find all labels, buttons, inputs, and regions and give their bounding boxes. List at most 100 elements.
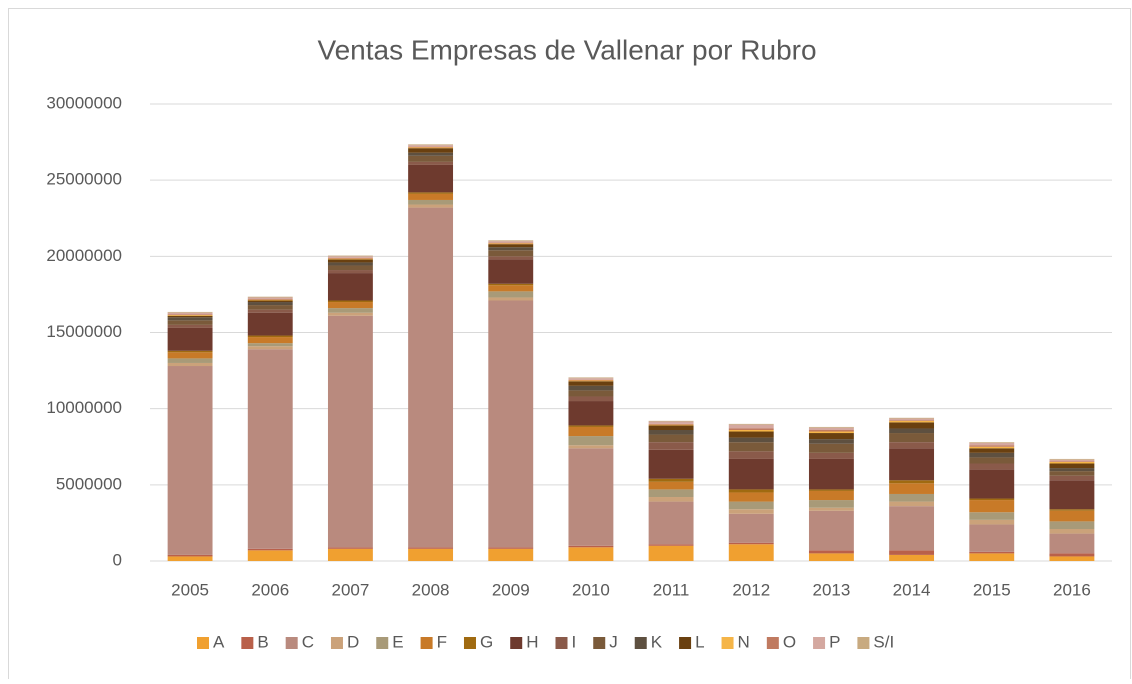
bar-segment <box>969 524 1015 552</box>
bar-segment <box>1049 458 1095 460</box>
bar-segment <box>889 442 935 449</box>
legend-swatch <box>593 637 606 649</box>
bar-segment <box>969 498 1015 501</box>
bar-segment <box>568 445 614 449</box>
bar-segment <box>568 390 614 397</box>
x-tick-label: 2006 <box>251 580 289 599</box>
bar-segment <box>648 497 694 502</box>
bar-segment <box>247 297 293 299</box>
bar-segment <box>728 451 774 459</box>
legend-swatch <box>813 637 826 649</box>
bar-segment <box>488 283 534 286</box>
legend-swatch <box>376 637 389 649</box>
bar-segment <box>167 312 213 315</box>
bar-segment <box>568 425 614 427</box>
bar-segment <box>488 300 534 548</box>
bar-segment <box>247 309 293 313</box>
bar-segment <box>568 426 614 437</box>
bar-segment <box>327 257 373 259</box>
bar-segment <box>648 481 694 490</box>
y-tick-label: 10000000 <box>46 398 122 417</box>
bar-segment <box>889 433 935 443</box>
bar-segment <box>889 550 935 555</box>
bar-segment <box>969 452 1015 458</box>
bar-segment <box>408 147 454 149</box>
bar-segment <box>889 420 935 423</box>
bar-segment <box>247 296 293 298</box>
bar-segment <box>167 317 213 321</box>
bar-segment <box>568 545 614 548</box>
bar-segment <box>1049 463 1095 469</box>
bar-segment <box>167 358 213 363</box>
bar-segment <box>648 442 694 450</box>
bar-segment <box>568 448 614 546</box>
bar-segment <box>408 548 454 561</box>
bar-segment <box>1049 461 1095 464</box>
legend-label: H <box>526 632 538 651</box>
bar-segment <box>969 469 1015 499</box>
bar-segment <box>167 350 213 353</box>
bar-segment <box>167 366 213 555</box>
legend-label: I <box>572 632 577 651</box>
bar-segment <box>648 429 694 435</box>
bar-segment <box>1049 533 1095 554</box>
bar-segment <box>568 380 614 382</box>
legend-label: J <box>609 632 618 651</box>
x-tick-label: 2009 <box>492 580 530 599</box>
bar-segment <box>728 513 774 543</box>
bar-segment <box>488 244 534 248</box>
bar-segment <box>889 493 935 502</box>
bar-segment <box>408 204 454 208</box>
bar-segment <box>1049 556 1095 561</box>
bar-segment <box>247 299 293 301</box>
x-tick-label: 2007 <box>332 580 370 599</box>
bar-segment <box>568 436 614 446</box>
bar-segment <box>969 445 1015 447</box>
bar-segment <box>327 302 373 309</box>
bar-segment <box>488 242 534 244</box>
legend-label: S/I <box>873 632 894 651</box>
bar-segment <box>889 554 935 561</box>
bar-segment <box>808 427 854 430</box>
bar-segment <box>969 553 1015 561</box>
legend-swatch <box>463 637 476 649</box>
bar-segment <box>728 542 774 545</box>
bar-segment <box>1049 480 1095 510</box>
bar-segment <box>728 428 774 430</box>
bar-segment <box>808 553 854 561</box>
bar-segment <box>408 192 454 194</box>
bar-segment <box>969 448 1015 453</box>
legend-swatch <box>857 637 870 649</box>
bar-segment <box>408 547 454 549</box>
bar-segment <box>327 258 373 260</box>
bar-segment <box>969 463 1015 470</box>
bar-segment <box>247 335 293 338</box>
x-tick-label: 2008 <box>412 580 450 599</box>
bar-segment <box>728 442 774 452</box>
legend-label: L <box>695 632 704 651</box>
bar-segment <box>167 311 213 313</box>
bar-segment <box>808 507 854 511</box>
y-tick-label: 30000000 <box>46 93 122 112</box>
bar-segment <box>327 300 373 303</box>
bar-segment <box>1049 459 1095 462</box>
bar-segment <box>648 545 694 561</box>
x-tick-label: 2013 <box>813 580 851 599</box>
bar-segment <box>327 273 373 301</box>
bar-segment <box>889 480 935 484</box>
bar-segment <box>969 442 1015 443</box>
bar-segment <box>728 423 774 425</box>
bar-segment <box>648 434 694 443</box>
bar-segment <box>728 489 774 493</box>
legend-label: A <box>213 632 225 651</box>
bar-segment <box>488 243 534 245</box>
legend-swatch <box>241 637 254 649</box>
bar-segment <box>327 548 373 561</box>
bar-segment <box>167 352 213 359</box>
legend-swatch <box>285 637 298 649</box>
legend-label: F <box>437 632 447 651</box>
bar-segment <box>728 437 774 443</box>
bar-segment <box>808 458 854 490</box>
bar-segment <box>728 424 774 429</box>
